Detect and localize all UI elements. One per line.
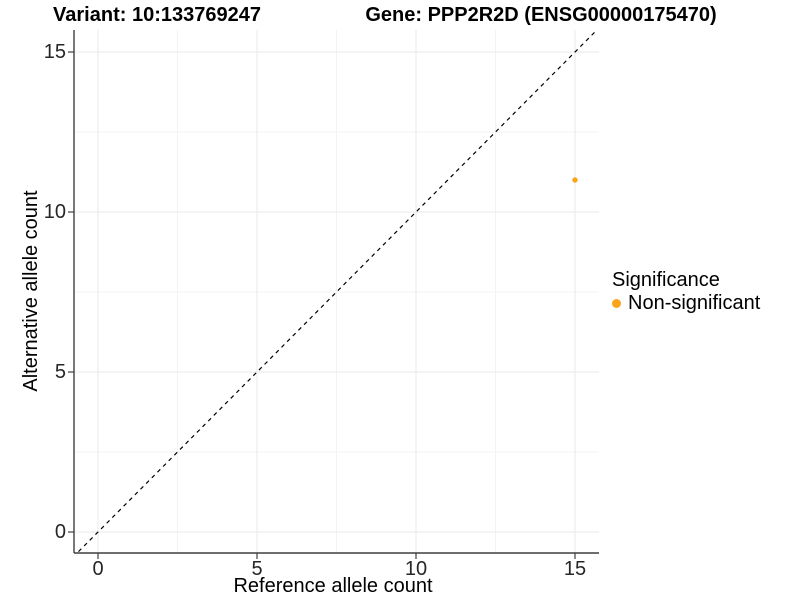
x-tick-label: 15 — [563, 558, 587, 580]
variant-title: Variant: 10:133769247 — [53, 4, 261, 26]
y-tick-label: 5 — [54, 361, 66, 383]
legend-point-icon — [612, 298, 621, 308]
y-axis-title: Alternative allele count — [20, 190, 42, 392]
x-axis-title: Reference allele count — [233, 575, 433, 597]
x-tick-label: 0 — [92, 558, 104, 580]
legend-entry-label: Non-significant — [628, 292, 761, 314]
x-tick-label: 10 — [404, 558, 428, 580]
legend-entry: Non-significant — [612, 292, 760, 314]
legend: Significance Non-significant — [612, 268, 760, 314]
y-tick-label: 0 — [54, 521, 66, 543]
identity-dashed-line — [76, 30, 598, 553]
legend-title: Significance — [612, 269, 720, 291]
gene-title: Gene: PPP2R2D (ENSG00000175470) — [365, 4, 717, 26]
data-point — [572, 177, 578, 183]
y-tick-label: 10 — [43, 201, 66, 223]
y-tick-label: 15 — [43, 41, 66, 63]
x-tick-label: 5 — [251, 558, 263, 580]
